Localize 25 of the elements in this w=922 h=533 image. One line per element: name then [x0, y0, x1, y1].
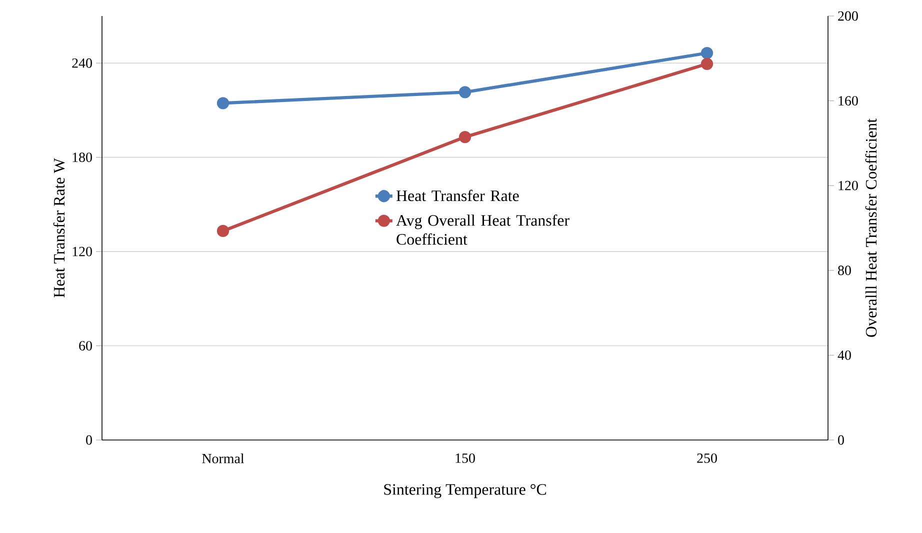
y-tick-label: 120: [72, 246, 92, 256]
y2-tick-label: 0: [838, 435, 844, 445]
point: [216, 224, 230, 238]
point: [458, 86, 472, 98]
y2-tick-label: 120: [838, 180, 858, 190]
y-tick-label: 180: [72, 152, 92, 162]
y2-tick-label: 160: [838, 96, 858, 106]
x-axis-title: Sintering Temperature °C: [384, 484, 546, 498]
point: [700, 58, 714, 70]
point: [458, 130, 472, 144]
y2-tick-label: 40: [838, 350, 851, 360]
y2-tick-label: 200: [838, 11, 858, 21]
y2-axis-title: Overalll Heat Transfer Coefficient: [865, 118, 877, 337]
x-tick-label: 250: [697, 453, 717, 463]
x-tick-label: Normal: [202, 453, 244, 464]
point: [700, 46, 714, 60]
y-tick-label: 0: [86, 435, 92, 445]
y-tick-label: 240: [72, 58, 92, 68]
x-tick-label: 150: [456, 453, 475, 463]
point: [216, 97, 230, 110]
y2-tick-label: 80: [838, 266, 851, 276]
y-axis-title: Heat Transfer Rate W: [53, 158, 65, 298]
y-tick-label: 60: [79, 341, 92, 350]
legend-label: Avg Overall Heat Transfer Coefficient: [396, 214, 570, 245]
legend-label: Heat Transfer Rate: [396, 190, 519, 202]
